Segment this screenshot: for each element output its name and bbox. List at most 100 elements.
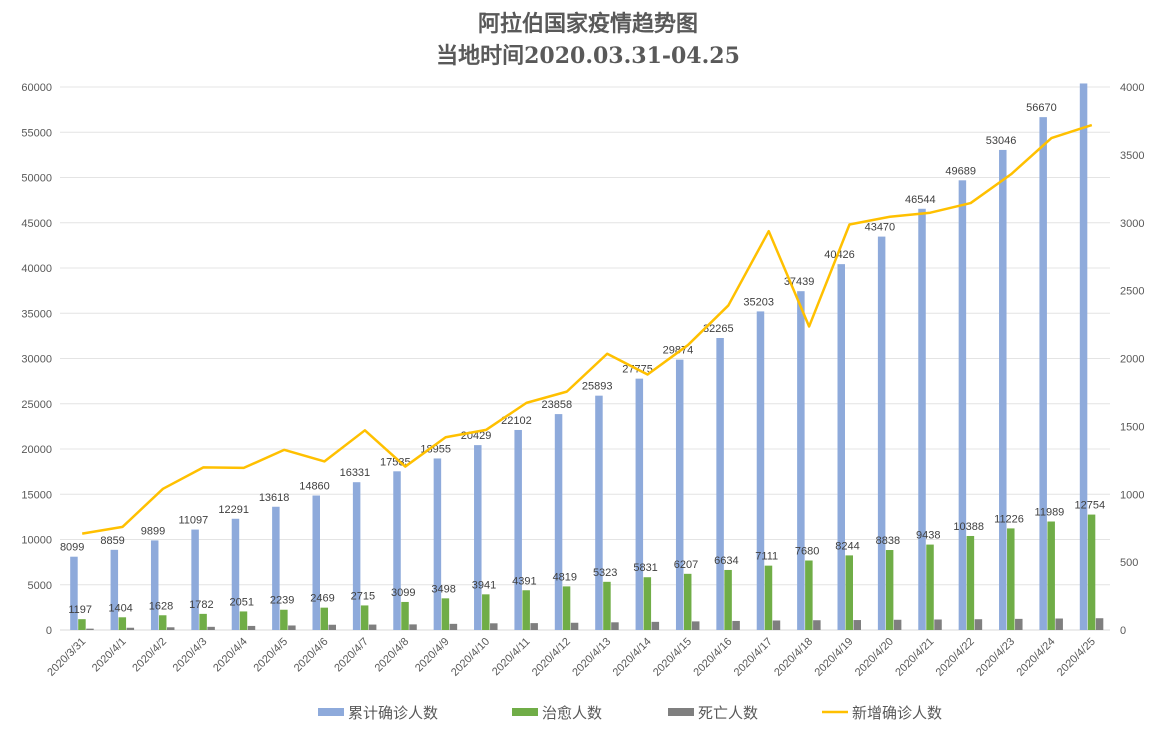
bar-confirmed — [1039, 117, 1047, 631]
y-left-tick-label: 40000 — [21, 263, 52, 275]
data-label: 5831 — [633, 562, 657, 574]
bar-deaths — [530, 623, 538, 630]
x-tick-label: 2020/4/23 — [974, 636, 1017, 679]
data-label: 11226 — [994, 513, 1024, 525]
bar-deaths — [813, 620, 821, 630]
x-tick-label: 2020/4/18 — [772, 636, 815, 679]
bar-deaths — [732, 620, 740, 630]
x-tick-label: 2020/4/16 — [691, 636, 734, 679]
x-tick-label: 2020/4/21 — [893, 636, 936, 679]
x-tick-label: 2020/4/3 — [171, 636, 210, 675]
x-tick-label: 2020/4/9 — [413, 636, 452, 675]
bar-recovered — [885, 550, 894, 630]
bar-confirmed — [110, 549, 119, 630]
y-right-tick-label: 1000 — [1120, 489, 1144, 501]
x-tick-label: 2020/4/15 — [651, 636, 694, 679]
y-right-tick-label: 0 — [1120, 625, 1126, 637]
y-left-tick-label: 15000 — [21, 489, 52, 501]
data-label: 2051 — [229, 596, 253, 608]
x-tick-label: 2020/4/10 — [449, 636, 492, 679]
bar-confirmed — [312, 495, 320, 630]
y-left-tick-label: 10000 — [21, 535, 52, 547]
x-tick-label: 2020/4/22 — [934, 636, 977, 679]
chart-title: 阿拉伯国家疫情趋势图 — [477, 11, 698, 37]
bar-recovered — [603, 581, 611, 630]
bar-confirmed — [70, 556, 78, 630]
bar-confirmed — [231, 518, 240, 630]
y-left-tick-label: 30000 — [21, 354, 52, 366]
bar-recovered — [805, 560, 813, 630]
bar-recovered — [643, 577, 652, 630]
data-label: 11097 — [178, 515, 208, 527]
data-label: 8859 — [100, 535, 124, 547]
bar-recovered — [280, 609, 288, 630]
bar-confirmed — [150, 540, 159, 630]
data-label: 1404 — [108, 602, 132, 614]
y-left-tick-label: 50000 — [21, 173, 52, 185]
data-label: 25893 — [582, 381, 613, 393]
bar-deaths — [247, 625, 256, 630]
bar-deaths — [86, 628, 94, 630]
bar-deaths — [893, 619, 902, 630]
data-label: 3941 — [472, 579, 496, 591]
bar-confirmed — [554, 414, 563, 630]
x-tick-label: 2020/4/25 — [1055, 636, 1098, 679]
bar-confirmed — [797, 291, 805, 630]
data-label: 1197 — [68, 604, 92, 616]
bar-confirmed — [474, 445, 482, 630]
y-right-tick-label: 3000 — [1120, 218, 1144, 230]
bar-confirmed — [877, 236, 886, 630]
bar-deaths — [934, 619, 942, 630]
data-label: 8838 — [876, 535, 900, 547]
line-new-cases — [81, 123, 1093, 535]
bar-deaths — [651, 621, 660, 630]
bar-deaths — [974, 619, 983, 630]
data-label: 23858 — [542, 399, 573, 411]
bar-confirmed — [675, 359, 684, 630]
bar-confirmed — [716, 338, 724, 630]
bar-deaths — [328, 624, 336, 630]
bar-recovered — [764, 565, 773, 630]
data-label: 49689 — [945, 165, 976, 177]
bar-recovered — [320, 607, 328, 630]
bar-deaths — [1055, 618, 1063, 630]
data-label: 43470 — [865, 222, 896, 234]
x-tick-label: 2020/4/14 — [611, 636, 654, 679]
x-tick-label: 2020/4/7 — [332, 636, 371, 675]
bar-recovered — [1087, 514, 1096, 630]
bar-deaths — [126, 627, 135, 630]
data-label: 3498 — [431, 583, 455, 595]
bar-recovered — [78, 619, 86, 630]
bar-recovered — [1047, 521, 1055, 630]
x-tick-label: 2020/4/24 — [1014, 636, 1057, 679]
data-label: 9899 — [141, 525, 165, 537]
data-label: 6634 — [714, 555, 738, 567]
bar-confirmed — [595, 395, 603, 630]
bar-confirmed — [918, 208, 926, 630]
bar-recovered — [360, 605, 369, 630]
bar-deaths — [853, 620, 861, 630]
data-label: 8244 — [835, 540, 859, 552]
data-label: 7680 — [795, 545, 819, 557]
data-label: 32265 — [703, 323, 734, 335]
bar-recovered — [158, 615, 167, 630]
bar-recovered — [401, 601, 409, 630]
bar-recovered — [118, 617, 127, 630]
data-label: 56670 — [1026, 102, 1057, 114]
y-left-tick-label: 0 — [46, 625, 52, 637]
x-tick-label: 2020/4/19 — [813, 636, 856, 679]
bar-deaths — [449, 623, 458, 630]
bar-deaths — [368, 624, 377, 630]
bar-confirmed — [958, 180, 967, 630]
bar-confirmed — [191, 529, 199, 630]
bar-recovered — [562, 586, 571, 630]
data-label: 35203 — [743, 296, 774, 308]
bar-confirmed — [514, 429, 522, 630]
bar-deaths — [691, 621, 700, 630]
bar-recovered — [683, 573, 692, 630]
data-label: 4391 — [512, 575, 536, 587]
data-label: 2469 — [310, 593, 334, 605]
legend-swatch — [512, 708, 538, 716]
